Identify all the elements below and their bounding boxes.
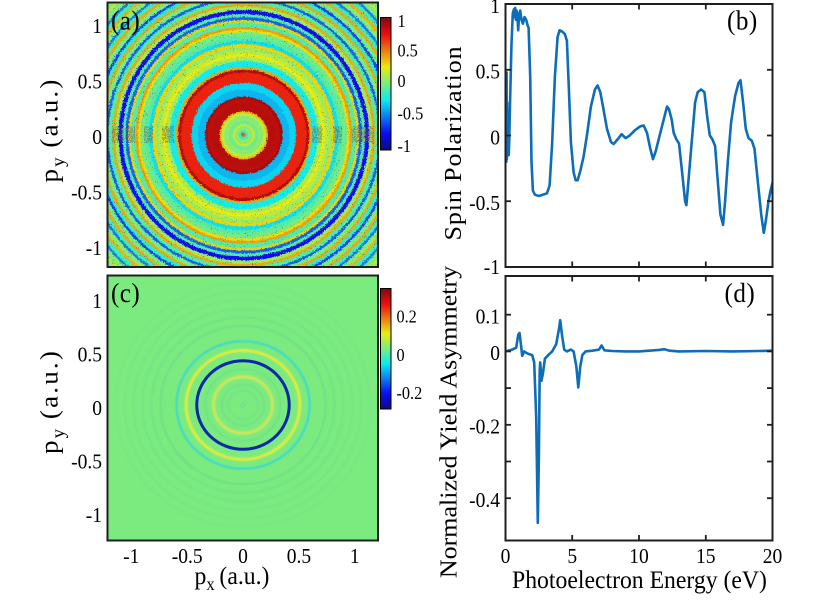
svg-text:-0.5: -0.5 <box>71 182 102 205</box>
svg-text:0: 0 <box>397 345 405 365</box>
svg-text:-0.2: -0.2 <box>397 383 423 403</box>
svg-text:-0.5: -0.5 <box>469 192 500 215</box>
svg-text:0.5: 0.5 <box>78 344 102 367</box>
svg-text:0.5: 0.5 <box>476 61 500 84</box>
svg-text:1: 1 <box>350 545 360 568</box>
svg-text:-1: -1 <box>484 256 500 279</box>
svg-text:-1: -1 <box>86 237 102 260</box>
svg-text:-0.2: -0.2 <box>469 416 500 439</box>
svg-text:15: 15 <box>696 545 716 568</box>
svg-text:0: 0 <box>92 397 102 420</box>
svg-text:(a): (a) <box>111 6 140 36</box>
svg-text:0: 0 <box>501 545 511 568</box>
svg-text:5: 5 <box>567 545 577 568</box>
svg-text:0.1: 0.1 <box>476 306 500 329</box>
svg-text:Spin Polarization: Spin Polarization <box>441 45 467 240</box>
svg-text:1: 1 <box>92 290 102 313</box>
svg-text:0: 0 <box>398 71 406 91</box>
svg-text:1: 1 <box>92 15 102 38</box>
svg-text:px (a.u.): px (a.u.) <box>195 562 270 594</box>
svg-text:-1: -1 <box>86 504 102 527</box>
svg-text:0: 0 <box>490 127 500 150</box>
svg-text:Photoelectron Energy (eV): Photoelectron Energy (eV) <box>512 566 767 594</box>
svg-text:20: 20 <box>763 545 783 568</box>
svg-text:0.5: 0.5 <box>78 71 102 94</box>
svg-text:-1: -1 <box>123 545 139 568</box>
svg-text:-0.5: -0.5 <box>71 451 102 474</box>
svg-text:1: 1 <box>490 0 500 18</box>
svg-text:0.2: 0.2 <box>397 307 417 327</box>
svg-text:-0.4: -0.4 <box>469 489 500 512</box>
svg-text:0.5: 0.5 <box>398 41 418 61</box>
svg-text:-1: -1 <box>398 136 412 156</box>
svg-text:(b): (b) <box>727 6 758 36</box>
svg-text:10: 10 <box>629 545 649 568</box>
svg-text:0: 0 <box>238 545 248 568</box>
svg-text:0: 0 <box>490 343 500 366</box>
svg-text:-0.5: -0.5 <box>398 104 424 124</box>
svg-text:(c): (c) <box>111 278 140 308</box>
svg-text:-0.5: -0.5 <box>172 545 203 568</box>
svg-text:0.5: 0.5 <box>287 545 311 568</box>
svg-text:(d): (d) <box>725 278 756 308</box>
svg-text:Normalized Yield Asymmetry: Normalized Yield Asymmetry <box>436 265 462 578</box>
svg-text:1: 1 <box>398 11 406 31</box>
svg-text:0: 0 <box>92 126 102 149</box>
